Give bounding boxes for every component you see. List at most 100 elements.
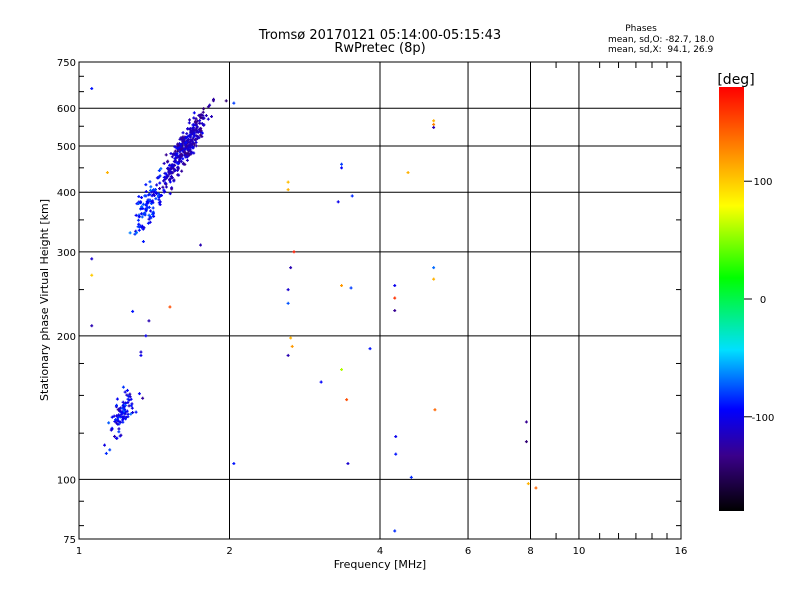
data-point bbox=[158, 198, 160, 202]
stats-heading: Phases bbox=[625, 24, 657, 34]
data-point bbox=[200, 133, 202, 137]
data-point bbox=[118, 419, 120, 423]
data-point bbox=[189, 118, 191, 122]
data-point bbox=[198, 136, 200, 140]
data-point bbox=[394, 284, 396, 287]
data-point bbox=[121, 410, 123, 414]
data-point bbox=[131, 402, 133, 406]
data-point bbox=[189, 143, 191, 147]
data-point bbox=[160, 167, 162, 171]
data-point bbox=[175, 152, 177, 156]
y-tick-label: 200 bbox=[57, 332, 76, 343]
data-point bbox=[346, 398, 348, 402]
data-point bbox=[168, 168, 170, 172]
data-point bbox=[142, 202, 144, 206]
data-point bbox=[140, 353, 142, 357]
data-point bbox=[169, 192, 171, 196]
data-point bbox=[181, 154, 183, 158]
data-point bbox=[194, 138, 196, 142]
x-tick-label: 8 bbox=[527, 546, 533, 557]
data-point bbox=[144, 213, 146, 217]
data-points bbox=[90, 87, 538, 533]
data-point bbox=[141, 196, 143, 199]
data-point bbox=[188, 134, 190, 138]
data-point bbox=[174, 158, 177, 162]
data-point bbox=[148, 217, 150, 221]
data-point bbox=[140, 350, 142, 354]
data-point bbox=[163, 175, 165, 179]
data-point bbox=[124, 390, 126, 394]
data-point bbox=[195, 130, 197, 134]
data-point bbox=[169, 180, 171, 184]
data-point bbox=[116, 397, 119, 401]
data-point bbox=[118, 407, 120, 411]
data-point bbox=[149, 215, 151, 219]
data-point bbox=[290, 336, 292, 340]
data-point bbox=[122, 420, 124, 424]
data-point bbox=[115, 418, 117, 421]
data-point bbox=[149, 220, 151, 224]
data-point bbox=[341, 368, 343, 371]
data-point bbox=[394, 296, 396, 300]
grid-lines bbox=[79, 62, 681, 539]
data-point bbox=[185, 155, 187, 159]
data-point bbox=[186, 155, 188, 159]
data-point bbox=[170, 152, 172, 155]
data-point bbox=[181, 137, 183, 141]
data-point bbox=[185, 145, 187, 148]
data-point bbox=[147, 221, 150, 225]
data-point bbox=[153, 194, 155, 197]
data-point bbox=[121, 406, 123, 410]
data-point bbox=[145, 202, 148, 206]
data-point bbox=[287, 288, 289, 292]
data-point bbox=[138, 215, 140, 219]
data-point bbox=[141, 205, 143, 208]
data-point bbox=[164, 171, 166, 175]
data-point bbox=[128, 404, 130, 408]
data-point bbox=[158, 169, 160, 172]
data-point bbox=[171, 155, 173, 159]
data-point bbox=[196, 126, 198, 130]
y-tick-label: 750 bbox=[57, 58, 76, 69]
data-point bbox=[105, 451, 107, 455]
data-point bbox=[433, 122, 435, 126]
data-point bbox=[177, 166, 179, 169]
data-point bbox=[158, 201, 160, 205]
data-point bbox=[233, 462, 235, 465]
data-point bbox=[161, 193, 163, 197]
data-point bbox=[117, 422, 119, 426]
data-point bbox=[126, 393, 128, 397]
data-point bbox=[174, 168, 176, 172]
data-point bbox=[191, 126, 193, 130]
data-point bbox=[110, 428, 112, 432]
data-point bbox=[178, 155, 180, 159]
data-point bbox=[148, 213, 150, 217]
data-point bbox=[174, 160, 176, 164]
data-point bbox=[199, 119, 201, 122]
data-point bbox=[410, 475, 412, 479]
data-point bbox=[153, 214, 155, 218]
chart-subtitle: RwPretec (8p) bbox=[334, 41, 425, 56]
data-point bbox=[157, 176, 160, 180]
x-tick-label: 10 bbox=[573, 546, 586, 557]
data-point bbox=[124, 401, 127, 405]
data-point bbox=[144, 207, 147, 211]
data-point bbox=[182, 131, 184, 135]
y-tick-label: 600 bbox=[57, 104, 76, 115]
data-point bbox=[176, 146, 178, 150]
data-point bbox=[167, 166, 169, 170]
data-point bbox=[193, 141, 195, 145]
data-point bbox=[91, 87, 93, 90]
colorbar-tick-label: -100 bbox=[752, 413, 775, 424]
data-point bbox=[113, 414, 115, 418]
data-point bbox=[186, 143, 188, 147]
data-point bbox=[347, 462, 349, 465]
data-point bbox=[193, 123, 195, 127]
data-point bbox=[165, 153, 167, 157]
data-point bbox=[176, 156, 178, 159]
data-point bbox=[169, 172, 171, 176]
data-point bbox=[109, 448, 111, 452]
data-point bbox=[164, 177, 166, 181]
data-point bbox=[129, 231, 131, 235]
